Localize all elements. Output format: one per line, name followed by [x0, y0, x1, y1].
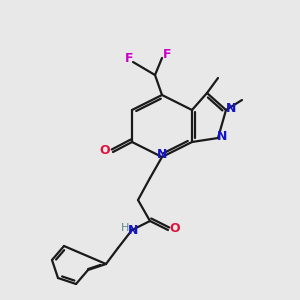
Text: N: N: [128, 224, 138, 236]
Text: O: O: [100, 145, 110, 158]
Text: F: F: [125, 52, 133, 65]
Text: O: O: [170, 223, 180, 236]
Text: N: N: [157, 148, 167, 161]
Text: N: N: [226, 103, 236, 116]
Text: N: N: [217, 130, 227, 142]
Text: H: H: [121, 223, 129, 233]
Text: F: F: [163, 49, 171, 62]
